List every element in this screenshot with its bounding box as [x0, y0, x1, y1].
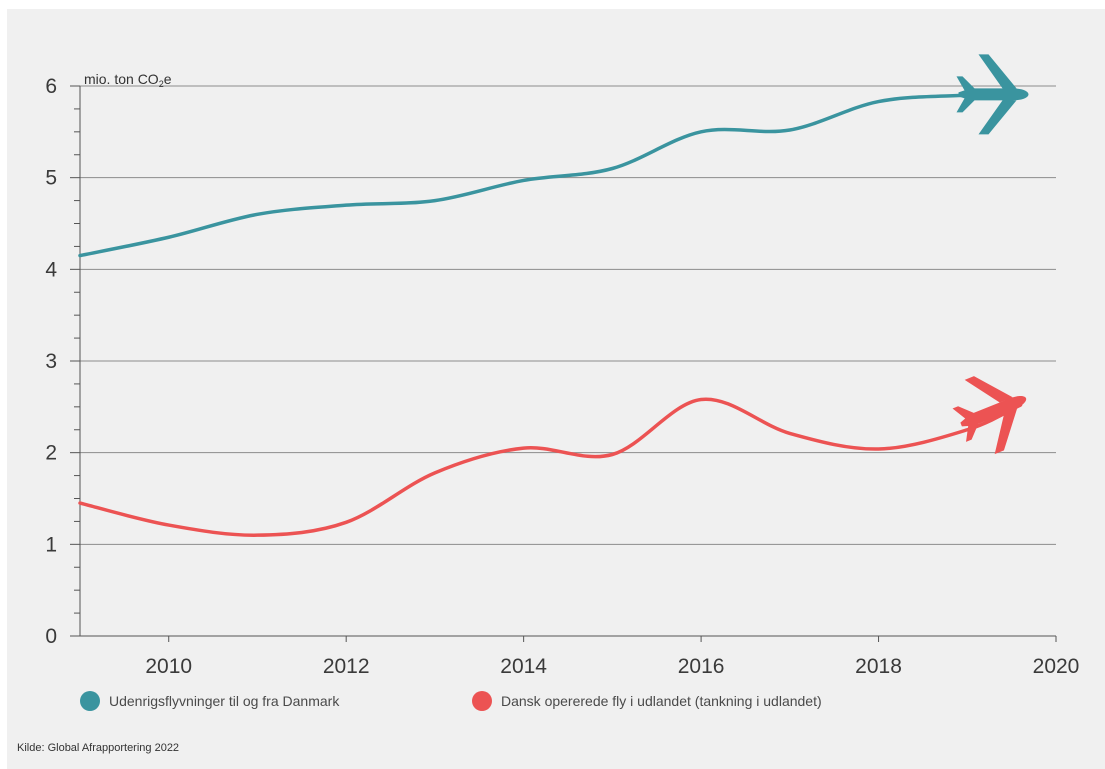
y-axis-unit-label: mio. ton CO2e — [84, 71, 172, 89]
x-tick-label: 2018 — [855, 655, 902, 678]
x-tick-label: 2020 — [1033, 655, 1080, 678]
legend-label-series-1: Udenrigsflyvninger til og fra Danmark — [109, 693, 340, 709]
chart-panel — [7, 9, 1105, 769]
x-tick-label: 2016 — [678, 655, 725, 678]
source-note: Kilde: Global Afrapportering 2022 — [17, 742, 180, 754]
legend-item-series-2: Dansk opererede fly i udlandet (tankning… — [472, 691, 822, 711]
x-tick-label: 2014 — [500, 655, 547, 678]
gridlines — [80, 85, 1056, 545]
series-lines — [78, 91, 1023, 537]
legend-label-series-2: Dansk opererede fly i udlandet (tankning… — [501, 693, 822, 709]
x-tick-label: 2010 — [145, 655, 192, 678]
axes: 0 1 2 3 4 5 6 2010 2012 2014 2016 2018 2020 — [45, 75, 1079, 678]
legend-swatch-series-2 — [472, 691, 492, 711]
legend-swatch-series-1 — [80, 691, 100, 711]
y-tick-label: 1 — [45, 533, 57, 556]
y-tick-label: 4 — [45, 258, 57, 281]
y-tick-label: 6 — [45, 75, 57, 98]
airplane-icon — [956, 54, 1029, 135]
y-tick-label: 5 — [45, 167, 57, 190]
y-tick-label: 0 — [45, 625, 57, 648]
x-tick-label: 2012 — [323, 655, 370, 678]
series-line-2 — [78, 397, 1023, 537]
legend-item-series-1: Udenrigsflyvninger til og fra Danmark — [80, 691, 339, 711]
airplane-icon — [952, 376, 1027, 455]
plane-markers — [952, 54, 1029, 455]
y-tick-label: 3 — [45, 350, 57, 373]
y-tick-label: 2 — [45, 442, 57, 465]
series-line-1 — [78, 91, 1023, 258]
